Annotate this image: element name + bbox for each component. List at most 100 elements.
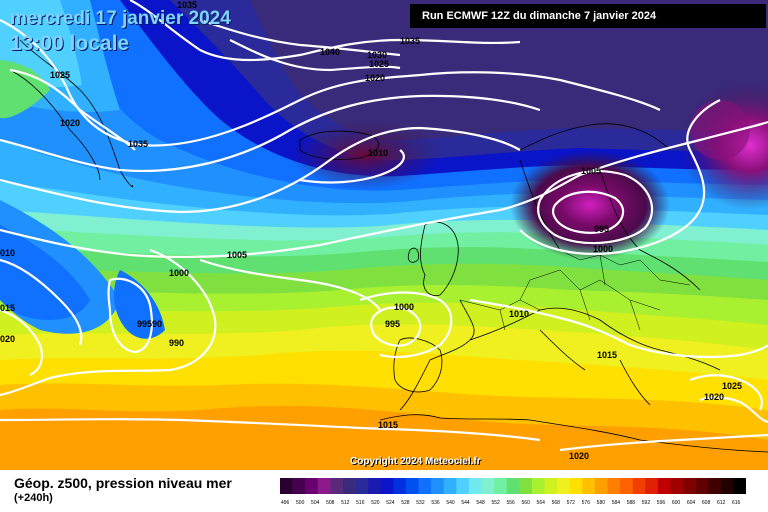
legend-tick-label: 508 (326, 500, 335, 506)
isobar-label: 010 (0, 248, 15, 258)
isobar-label: 99590 (137, 319, 162, 329)
forecast-time: 13:00 locale (10, 32, 130, 55)
uk-coast (407, 221, 459, 297)
isobar-label: 1000 (593, 244, 613, 254)
legend-swatch (393, 478, 407, 494)
legend-swatch (620, 478, 633, 494)
isobar-label: 995 (385, 319, 400, 329)
copyright-notice: Copyright 2024 Meteociel.fr (350, 456, 481, 467)
isobar-label: 1020 (365, 73, 385, 83)
legend-swatch (305, 478, 319, 494)
legend-swatches (280, 478, 746, 494)
legend-swatch (582, 478, 596, 494)
legend-swatch (683, 478, 696, 494)
legend-tick-label: 504 (311, 500, 320, 506)
scandinavia-coast (519, 123, 701, 291)
legend-tick-label: 600 (672, 500, 681, 506)
isobar-label: 1040 (320, 47, 340, 57)
legend-swatch (632, 478, 646, 494)
legend-tick-label: 500 (296, 500, 305, 506)
legend-tick-label: 604 (687, 500, 696, 506)
legend-swatch (657, 478, 671, 494)
weather-map: 1035 1025 1020 1035 1040 1030 1025 1020 … (0, 0, 768, 470)
coastlines (9, 39, 768, 453)
legend-tick-label: 524 (386, 500, 395, 506)
legend-swatch (280, 478, 293, 494)
country-borders (459, 249, 691, 331)
legend-swatch (506, 478, 520, 494)
legend-swatch (557, 478, 570, 494)
legend-tick-label: 520 (371, 500, 380, 506)
legend-tick-label: 568 (552, 500, 561, 506)
legend-swatch (317, 478, 331, 494)
legend-swatch (380, 478, 394, 494)
isobar-label: 1005 (227, 250, 247, 260)
isobar-label: 1025 (369, 59, 389, 69)
legend-swatch (569, 478, 583, 494)
legend-swatch (431, 478, 445, 494)
legend-tick-label: 564 (537, 500, 546, 506)
field-title: Géop. z500, pression niveau mer (14, 475, 232, 491)
legend-tick-label: 612 (717, 500, 726, 506)
isobar-label: 020 (0, 334, 15, 344)
legend-swatch (733, 478, 746, 494)
isobar-label: 1000 (169, 268, 189, 278)
isobar-label: 1030 (367, 50, 387, 60)
isobar-label: 1005 (581, 166, 601, 176)
isobars (0, 0, 768, 452)
legend-tick-label: 560 (522, 500, 531, 506)
isobar-label: 1015 (378, 420, 398, 430)
color-scale-legend: 496 500 504 508 512 516 520 524 528 532 536 540 544 5… (280, 478, 746, 506)
isobar-label: 1025 (50, 70, 70, 80)
legend-swatch (443, 478, 457, 494)
legend-tick-label: 608 (702, 500, 711, 506)
legend-swatch (468, 478, 482, 494)
iberia-coast (393, 337, 443, 393)
lead-time: (+240h) (14, 492, 53, 504)
legend-swatch (456, 478, 470, 494)
legend-swatch (695, 478, 709, 494)
legend-tick-label: 552 (491, 500, 500, 506)
legend-tick-label: 548 (476, 500, 485, 506)
isobar-label: 1020 (569, 451, 589, 461)
legend-tick-label: 512 (341, 500, 350, 506)
isobar-label: 1035 (177, 0, 197, 10)
legend-swatch (342, 478, 356, 494)
iceland-coast (299, 130, 380, 160)
legend-tick-label: 544 (461, 500, 470, 506)
legend-swatch (670, 478, 684, 494)
geopotential-field (0, 0, 768, 470)
legend-swatch (519, 478, 533, 494)
legend-swatch (368, 478, 382, 494)
legend-tick-label: 584 (612, 500, 621, 506)
isobar-label: 1015 (597, 350, 617, 360)
legend-swatch (531, 478, 545, 494)
legend-swatch (645, 478, 659, 494)
legend-tick-label: 580 (597, 500, 606, 506)
forecast-date: mercredi 17 janvier 2024 (10, 8, 231, 29)
legend-ticks: 496 500 504 508 512 516 520 524 528 532 536 540 544 5… (281, 500, 741, 506)
legend-swatch (708, 478, 722, 494)
legend-tick-label: 596 (657, 500, 666, 506)
isobar-labels: 1035 1025 1020 1035 1040 1030 1025 1020 … (0, 0, 742, 461)
legend-swatch (292, 478, 306, 494)
legend-swatch (405, 478, 419, 494)
legend-swatch (418, 478, 432, 494)
legend-tick-label: 540 (446, 500, 455, 506)
legend-tick-label: 588 (627, 500, 636, 506)
legend-tick-label: 532 (416, 500, 425, 506)
legend-swatch (355, 478, 369, 494)
isobar-label: 015 (0, 303, 15, 313)
legend-swatch (594, 478, 608, 494)
isobar-label: 1000 (394, 302, 414, 312)
isobar-label: 1020 (704, 392, 724, 402)
legend-swatch (494, 478, 507, 494)
legend-swatch (544, 478, 558, 494)
legend-tick-label: 576 (582, 500, 591, 506)
isobar-label: 1035 (128, 139, 148, 149)
africa-coast (379, 414, 768, 453)
legend-tick-label: 516 (356, 500, 365, 506)
isobar-label: 995 (594, 224, 609, 234)
legend-tick-label: 572 (567, 500, 576, 506)
legend-tick-label: 592 (642, 500, 651, 506)
